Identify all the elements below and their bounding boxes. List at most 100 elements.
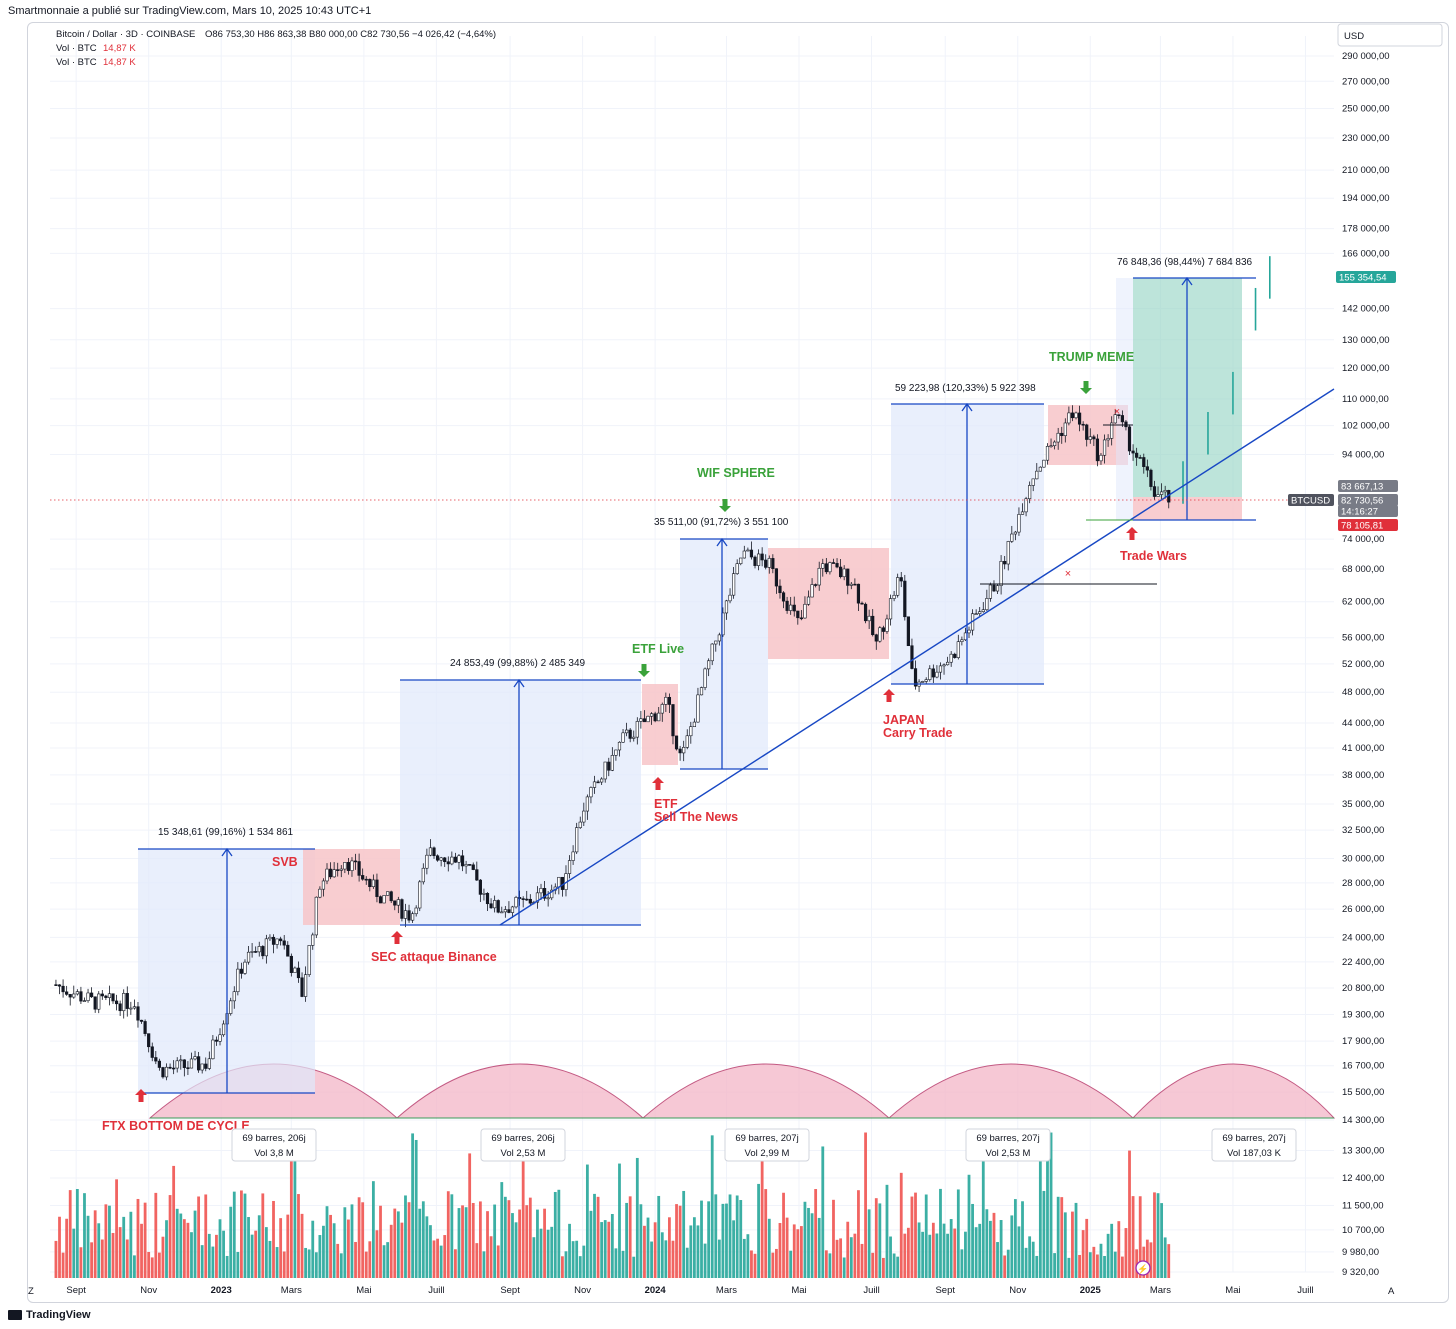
lightning-icon[interactable] (1135, 1260, 1151, 1276)
y-axis-label: 41 000,00 (1342, 743, 1384, 754)
volume-bar (58, 1216, 61, 1278)
cycle-bars-label: 69 barres, 206j (491, 1133, 554, 1144)
volume-bar (614, 1248, 618, 1278)
volume-bar (553, 1191, 557, 1278)
candle (881, 627, 886, 632)
x-axis-label: 2025 (1080, 1285, 1102, 1296)
candle (575, 827, 579, 853)
candle (57, 984, 62, 987)
candle (332, 869, 336, 878)
volume-bar (86, 1215, 90, 1278)
volume-bar (635, 1157, 639, 1278)
volume-bar (810, 1213, 814, 1278)
currency-button[interactable] (1337, 23, 1443, 47)
volume-bar (215, 1234, 218, 1278)
candle (649, 713, 654, 717)
volume-bar (999, 1220, 1003, 1278)
volume-bar (396, 1211, 400, 1278)
volume-bar (304, 1247, 308, 1278)
volume-bar (204, 1194, 208, 1278)
volume-bar (1038, 1143, 1042, 1278)
candle (1102, 439, 1107, 456)
zoom-z-icon[interactable]: Z (28, 1286, 34, 1297)
volume-bar (207, 1233, 211, 1278)
volume-bar (814, 1189, 818, 1278)
cycle-bars-label: 69 barres, 207j (1222, 1133, 1285, 1144)
candle (264, 938, 268, 957)
volume-bar (72, 1228, 76, 1278)
volume-bar (607, 1221, 611, 1278)
candle (992, 584, 996, 592)
volume-bar (896, 1256, 900, 1278)
candle (1006, 541, 1010, 565)
cycle-info-box (1211, 1128, 1297, 1162)
candle (97, 993, 101, 1010)
volume-bar (849, 1237, 853, 1278)
measure-zone (680, 539, 768, 769)
volume-bar (1053, 1253, 1057, 1278)
volume-bar (1017, 1226, 1021, 1278)
measure-label: 76 848,36 (98,44%) 7 684 836 (1117, 257, 1253, 268)
volume-bar (268, 1240, 272, 1278)
candle (746, 549, 750, 552)
candle (1024, 498, 1028, 513)
volume-bar (136, 1198, 140, 1278)
measure-zone (400, 680, 641, 925)
volume-bar (461, 1205, 464, 1278)
x-axis-label: 2023 (211, 1285, 232, 1296)
candle (646, 715, 650, 723)
volume-bar (343, 1207, 347, 1278)
candle (974, 613, 978, 615)
volume-bar (610, 1214, 614, 1278)
volume-bar (618, 1163, 621, 1278)
volume-bar (846, 1221, 850, 1278)
candle (831, 562, 836, 564)
price-tag-target (1336, 271, 1396, 283)
candle (1003, 560, 1007, 565)
candle (500, 911, 504, 914)
volume-bar (892, 1253, 896, 1278)
candle (386, 891, 390, 896)
volume-bar (1117, 1221, 1121, 1278)
volume-bar (443, 1235, 447, 1278)
volume-bar (54, 1240, 58, 1278)
candle (300, 977, 304, 997)
y-axis-label: 11 500,00 (1342, 1200, 1384, 1211)
candle (139, 1019, 144, 1022)
volume-bar (796, 1229, 800, 1278)
candle (707, 660, 711, 670)
volume-bar (108, 1205, 111, 1278)
legend-vol1-value: 14,87 K (103, 43, 136, 54)
candle (164, 1066, 169, 1078)
volume-bar (632, 1256, 636, 1278)
candle (254, 951, 258, 953)
volume-bar (436, 1238, 439, 1278)
auto-scale-icon[interactable]: A (1388, 1286, 1395, 1297)
candle (382, 895, 386, 904)
volume-bar (100, 1239, 104, 1278)
candle (1135, 452, 1139, 458)
volume-bar (1013, 1199, 1017, 1278)
volume-bar (157, 1252, 161, 1278)
candle (621, 732, 625, 743)
volume-bar (118, 1227, 122, 1278)
candle (1145, 466, 1149, 471)
candle (114, 1000, 119, 1005)
volume-bar (689, 1225, 693, 1278)
candle (1056, 432, 1060, 443)
y-axis-label: 178 000,00 (1342, 224, 1390, 235)
volume-bar (379, 1205, 382, 1278)
y-axis-label: 22 400,00 (1342, 957, 1384, 968)
volume-bar (864, 1132, 867, 1278)
volume-bar (68, 1190, 72, 1278)
candle (1099, 454, 1103, 462)
annotation-sec: SEC attaque Binance (371, 950, 497, 964)
candle (1163, 490, 1167, 493)
volume-bar (692, 1217, 696, 1278)
candle (888, 598, 893, 620)
x-axis-label: Mars (716, 1285, 737, 1296)
volume-bar (165, 1220, 168, 1278)
volume-bar (646, 1217, 650, 1278)
annotation-trade: Trade Wars (1120, 549, 1187, 563)
